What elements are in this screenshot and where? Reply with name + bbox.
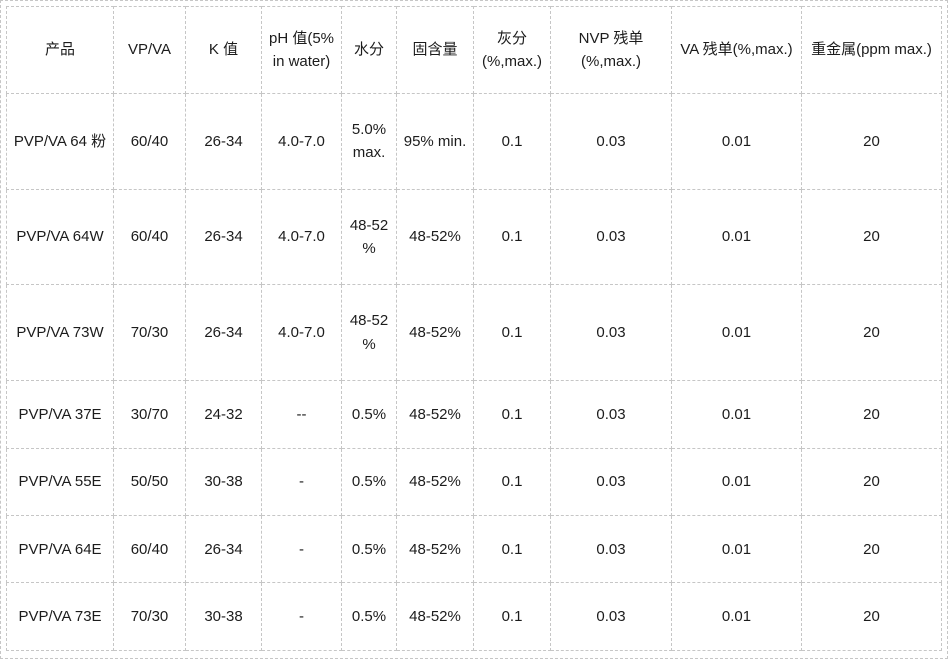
table-cell-ph: - [261, 447, 342, 516]
table-cell-va-residual: 0.01 [671, 284, 802, 382]
table-cell-heavy-metal: 20 [801, 447, 942, 516]
table-cell-ash: 0.1 [473, 582, 551, 651]
table-cell-product: PVP/VA 64E [6, 514, 114, 584]
table-row: PVP/VA 64E 60/40 26-34 - 0.5% 48-52% 0.1… [6, 514, 942, 584]
table-cell-moisture: 0.5% [341, 514, 397, 584]
table-cell-vpva: 60/40 [113, 514, 186, 584]
table-cell-kvalue: 26-34 [185, 284, 262, 382]
table-cell-moisture: 0.5% [341, 447, 397, 516]
table-cell-kvalue: 26-34 [185, 514, 262, 584]
table-cell-va-residual: 0.01 [671, 514, 802, 584]
table-cell-ph: - [261, 514, 342, 584]
header-cell-va-residual: VA 残单(%,max.) [671, 6, 802, 94]
header-cell-vpva: VP/VA [113, 6, 186, 94]
table-cell-vpva: 70/30 [113, 284, 186, 382]
table-cell-solid-content: 48-52% [396, 284, 474, 382]
table-cell-moisture: 0.5% [341, 380, 397, 449]
table-cell-vpva: 50/50 [113, 447, 186, 516]
table-cell-solid-content: 48-52% [396, 514, 474, 584]
table-cell-product: PVP/VA 55E [6, 447, 114, 516]
table-cell-vpva: 60/40 [113, 188, 186, 286]
header-cell-kvalue: K 值 [185, 6, 262, 94]
table-cell-ash: 0.1 [473, 380, 551, 449]
table-cell-solid-content: 48-52% [396, 582, 474, 651]
header-cell-ash: 灰分 (%,max.) [473, 6, 551, 94]
table-cell-solid-content: 95% min. [396, 93, 474, 190]
table-cell-moisture: 0.5% [341, 582, 397, 651]
table-cell-product: PVP/VA 37E [6, 380, 114, 449]
table-cell-kvalue: 24-32 [185, 380, 262, 449]
table-row: PVP/VA 73W 70/30 26-34 4.0-7.0 48-52 % 4… [6, 284, 942, 382]
table-cell-vpva: 70/30 [113, 582, 186, 651]
table-cell-heavy-metal: 20 [801, 93, 942, 190]
table-cell-moisture: 48-52 % [341, 188, 397, 286]
table-cell-solid-content: 48-52% [396, 188, 474, 286]
table-cell-moisture: 5.0% max. [341, 93, 397, 190]
table-cell-kvalue: 26-34 [185, 188, 262, 286]
table-cell-va-residual: 0.01 [671, 447, 802, 516]
header-row: 产品 VP/VA K 值 pH 值(5% in water) 水分 固含量 灰分… [6, 6, 942, 94]
table-cell-ph: -- [261, 380, 342, 449]
table-cell-ph: 4.0-7.0 [261, 188, 342, 286]
table-cell-solid-content: 48-52% [396, 447, 474, 516]
table-cell-va-residual: 0.01 [671, 582, 802, 651]
table-cell-product: PVP/VA 64W [6, 188, 114, 286]
table-row: PVP/VA 37E 30/70 24-32 -- 0.5% 48-52% 0.… [6, 380, 942, 449]
table-cell-ph: 4.0-7.0 [261, 284, 342, 382]
table-cell-ash: 0.1 [473, 93, 551, 190]
table-cell-vpva: 60/40 [113, 93, 186, 190]
table-cell-va-residual: 0.01 [671, 93, 802, 190]
table-cell-ash: 0.1 [473, 284, 551, 382]
table-cell-nvp-residual: 0.03 [550, 188, 672, 286]
table-row: PVP/VA 64 粉 60/40 26-34 4.0-7.0 5.0% max… [6, 93, 942, 190]
table-cell-solid-content: 48-52% [396, 380, 474, 449]
table-cell-product: PVP/VA 73W [6, 284, 114, 382]
table-cell-va-residual: 0.01 [671, 188, 802, 286]
header-cell-product: 产品 [6, 6, 114, 94]
table-row: PVP/VA 73E 70/30 30-38 - 0.5% 48-52% 0.1… [6, 582, 942, 651]
table-cell-ash: 0.1 [473, 188, 551, 286]
table-cell-nvp-residual: 0.03 [550, 380, 672, 449]
table-cell-product: PVP/VA 64 粉 [6, 93, 114, 190]
table-cell-heavy-metal: 20 [801, 582, 942, 651]
table-cell-product: PVP/VA 73E [6, 582, 114, 651]
header-cell-solid-content: 固含量 [396, 6, 474, 94]
table-cell-kvalue: 26-34 [185, 93, 262, 190]
table-cell-ph: - [261, 582, 342, 651]
table-cell-kvalue: 30-38 [185, 447, 262, 516]
table-cell-ph: 4.0-7.0 [261, 93, 342, 190]
table-cell-heavy-metal: 20 [801, 284, 942, 382]
table-cell-kvalue: 30-38 [185, 582, 262, 651]
table-cell-vpva: 30/70 [113, 380, 186, 449]
header-cell-moisture: 水分 [341, 6, 397, 94]
product-spec-table: 产品 VP/VA K 值 pH 值(5% in water) 水分 固含量 灰分… [6, 6, 942, 651]
table-cell-nvp-residual: 0.03 [550, 447, 672, 516]
table-cell-ash: 0.1 [473, 447, 551, 516]
table-cell-nvp-residual: 0.03 [550, 93, 672, 190]
header-cell-heavy-metal: 重金属(ppm max.) [801, 6, 942, 94]
table-cell-va-residual: 0.01 [671, 380, 802, 449]
header-cell-ph: pH 值(5% in water) [261, 6, 342, 94]
table-cell-heavy-metal: 20 [801, 514, 942, 584]
table-row: PVP/VA 64W 60/40 26-34 4.0-7.0 48-52 % 4… [6, 188, 942, 286]
table-cell-ash: 0.1 [473, 514, 551, 584]
table-cell-nvp-residual: 0.03 [550, 514, 672, 584]
table-cell-heavy-metal: 20 [801, 380, 942, 449]
table-cell-nvp-residual: 0.03 [550, 582, 672, 651]
table-cell-moisture: 48-52 % [341, 284, 397, 382]
header-cell-nvp-residual: NVP 残单 (%,max.) [550, 6, 672, 94]
table-row: PVP/VA 55E 50/50 30-38 - 0.5% 48-52% 0.1… [6, 447, 942, 516]
table-cell-nvp-residual: 0.03 [550, 284, 672, 382]
table-cell-heavy-metal: 20 [801, 188, 942, 286]
